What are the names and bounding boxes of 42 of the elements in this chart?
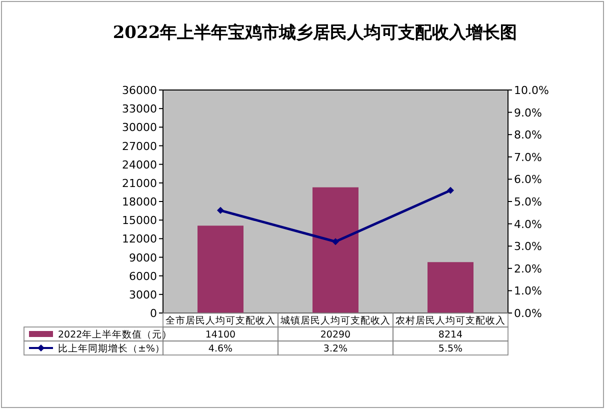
y2-tick-label: 6.0% — [514, 173, 542, 186]
y-tick-label: 3000 — [129, 288, 157, 302]
y2-tick-label: 3.0% — [514, 240, 542, 254]
y-tick-label: 36000 — [122, 84, 157, 97]
y2-tick-label: 1.0% — [514, 284, 542, 298]
chart-title: 2022年上半年宝鸡市城乡居民人均可支配收入增长图 — [112, 23, 518, 43]
data-label: 3.2% — [323, 344, 348, 354]
y-tick-label: 9000 — [129, 251, 157, 264]
point — [217, 206, 224, 214]
point — [332, 238, 339, 246]
y2-tick-label: 10.0% — [514, 84, 549, 97]
x-tick-label: 农村居民人均可支配收入 — [396, 314, 506, 326]
y-tick-label: 12000 — [122, 232, 157, 246]
y-tick-label: 15000 — [122, 214, 157, 228]
x-tick-label: 城镇居民人均可支配收入 — [280, 314, 390, 326]
y-tick-label: 27000 — [122, 140, 157, 153]
y-tick-label: 0 — [150, 307, 157, 320]
bar — [428, 262, 474, 313]
y2-tick-label: 0.0% — [514, 307, 542, 320]
y-tick-label: 6000 — [129, 270, 157, 283]
y2-tick-label: 8.0% — [514, 128, 542, 142]
x-tick-label: 全市居民人均可支配收入 — [166, 314, 276, 326]
bar — [312, 187, 358, 313]
legend-label: 2022年上半年数值（元） — [58, 328, 172, 340]
data-label: 8214 — [438, 330, 463, 340]
y-tick-label: 21000 — [122, 176, 157, 190]
bar — [198, 226, 244, 313]
y2-tick-label: 7.0% — [514, 150, 542, 164]
y-tick-label: 33000 — [122, 102, 157, 116]
data-label: 5.5% — [438, 344, 463, 354]
data-label: 20290 — [320, 330, 351, 340]
y-tick-label: 30000 — [122, 121, 157, 134]
legend-label: 比上年同期增长（±%） — [58, 342, 165, 354]
y2-tick-label: 9.0% — [514, 106, 542, 120]
y-tick-label: 18000 — [122, 196, 157, 208]
y2-tick-label: 2.0% — [514, 262, 542, 276]
y2-tick-label: 4.0% — [514, 218, 542, 231]
y-tick-label: 24000 — [122, 158, 157, 172]
point — [447, 186, 454, 194]
data-label: 14100 — [205, 330, 236, 340]
data-label: 4.6% — [208, 344, 233, 354]
y2-tick-label: 5.0% — [514, 196, 542, 208]
